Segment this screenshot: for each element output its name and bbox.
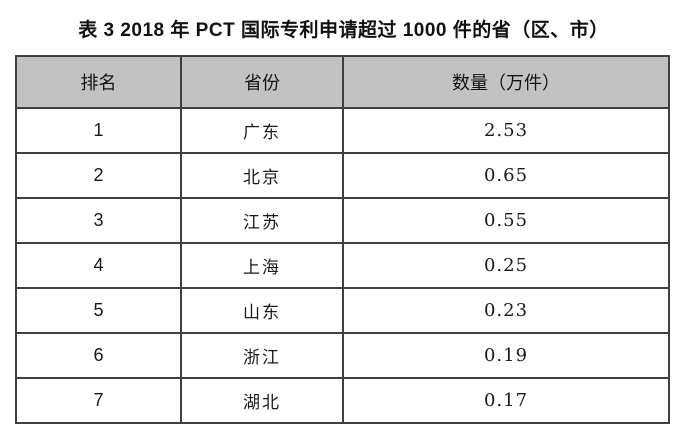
table-row: 6 浙江 0.19 [15,332,670,379]
page: 表 3 2018 年 PCT 国际专利申请超过 1000 件的省（区、市） 排名… [15,20,670,424]
header-quantity: 数量（万件） [342,55,670,109]
province-cell: 北京 [180,152,344,199]
table-row: 1 广东 2.53 [15,107,670,154]
quantity-cell: 0.65 [342,152,670,199]
province-cell: 上海 [180,242,344,289]
quantity-cell: 0.17 [342,377,670,424]
header-province: 省份 [180,55,344,109]
pct-patent-table: 排名 省份 数量（万件） 1 广东 2.53 2 北京 0.65 3 江苏 0.… [15,55,670,424]
quantity-cell: 0.19 [342,332,670,379]
rank-cell: 5 [15,287,182,334]
quantity-cell: 0.23 [342,287,670,334]
quantity-cell: 0.25 [342,242,670,289]
rank-cell: 1 [15,107,182,154]
rank-cell: 7 [15,377,182,424]
province-cell: 山东 [180,287,344,334]
table-header-row: 排名 省份 数量（万件） [15,55,670,109]
table-row: 2 北京 0.65 [15,152,670,199]
header-rank: 排名 [15,55,182,109]
province-cell: 湖北 [180,377,344,424]
table-row: 5 山东 0.23 [15,287,670,334]
rank-cell: 3 [15,197,182,244]
table-caption: 表 3 2018 年 PCT 国际专利申请超过 1000 件的省（区、市） [78,20,609,41]
quantity-cell: 0.55 [342,197,670,244]
table-row: 4 上海 0.25 [15,242,670,289]
quantity-cell: 2.53 [342,107,670,154]
province-cell: 浙江 [180,332,344,379]
province-cell: 江苏 [180,197,344,244]
rank-cell: 4 [15,242,182,289]
rank-cell: 2 [15,152,182,199]
rank-cell: 6 [15,332,182,379]
table-row: 3 江苏 0.55 [15,197,670,244]
province-cell: 广东 [180,107,344,154]
table-row: 7 湖北 0.17 [15,377,670,424]
